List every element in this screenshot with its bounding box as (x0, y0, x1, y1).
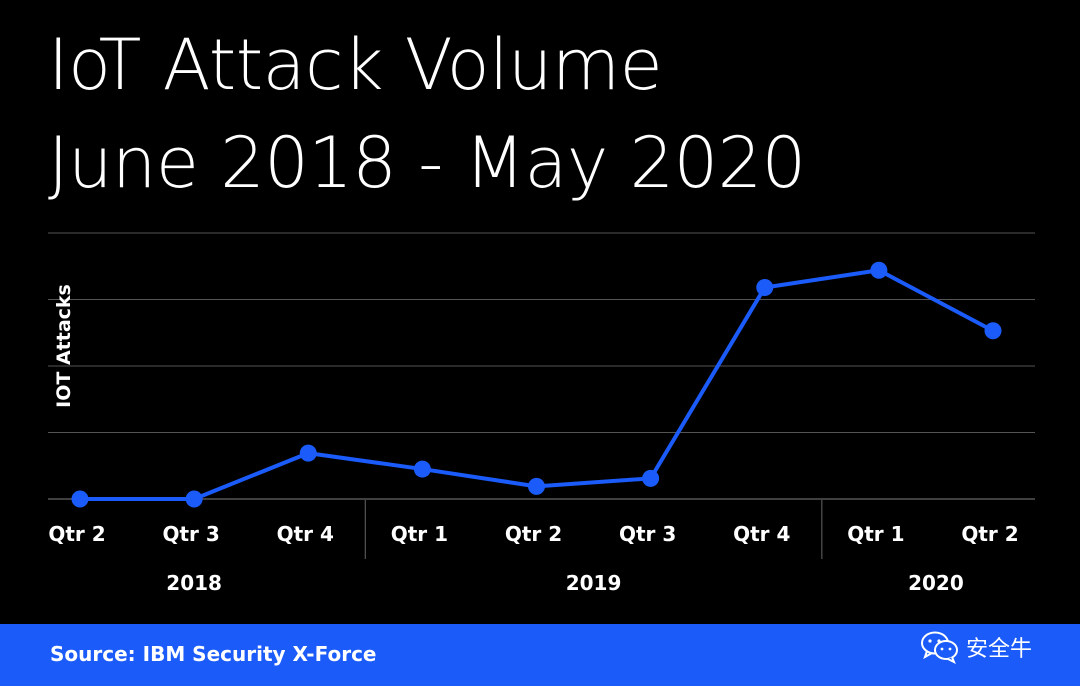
series-line (80, 268, 994, 501)
x-tick-label: Qtr 2 (961, 522, 1018, 546)
line-chart: IOT Attacks Qtr 2 Qtr 3 Qtr 4 Qtr 1 Qtr 2 Qtr … (48, 232, 1035, 595)
x-tick-label: Qtr 1 (391, 522, 448, 546)
chart-title-line-1: IoT Attack Volume (48, 24, 663, 106)
data-point (528, 477, 545, 495)
x-tick-label: Qtr 2 (48, 522, 105, 546)
source-note: Source: IBM Security X-Force (50, 642, 377, 666)
x-tick-label: Qtr 1 (847, 522, 904, 546)
data-point (413, 460, 431, 478)
data-point (870, 261, 888, 279)
chart-title-line-2: June 2018 - May 2020 (48, 122, 806, 204)
year-label: 2018 (166, 571, 222, 595)
data-point (642, 469, 660, 487)
data-point (756, 279, 774, 297)
data-point (984, 322, 1002, 340)
x-tick-label: Qtr 4 (277, 522, 334, 546)
x-tick-label: Qtr 2 (505, 522, 562, 546)
watermark-text: 安全牛 (966, 637, 1033, 662)
x-tick-label: Qtr 4 (733, 522, 790, 546)
x-tick-label: Qtr 3 (619, 522, 676, 546)
data-point (185, 490, 203, 508)
chat-bubble-icon (921, 631, 958, 664)
x-tick-label: Qtr 3 (162, 522, 219, 546)
year-label: 2020 (908, 571, 964, 595)
data-point (71, 490, 89, 508)
data-point (299, 444, 317, 462)
year-label: 2019 (566, 571, 622, 595)
footer-bar: Source: IBM Security X-Force 安全牛 (0, 624, 1080, 686)
watermark: 安全牛 (920, 630, 1032, 664)
y-axis-label: IOT Attacks (53, 284, 75, 408)
